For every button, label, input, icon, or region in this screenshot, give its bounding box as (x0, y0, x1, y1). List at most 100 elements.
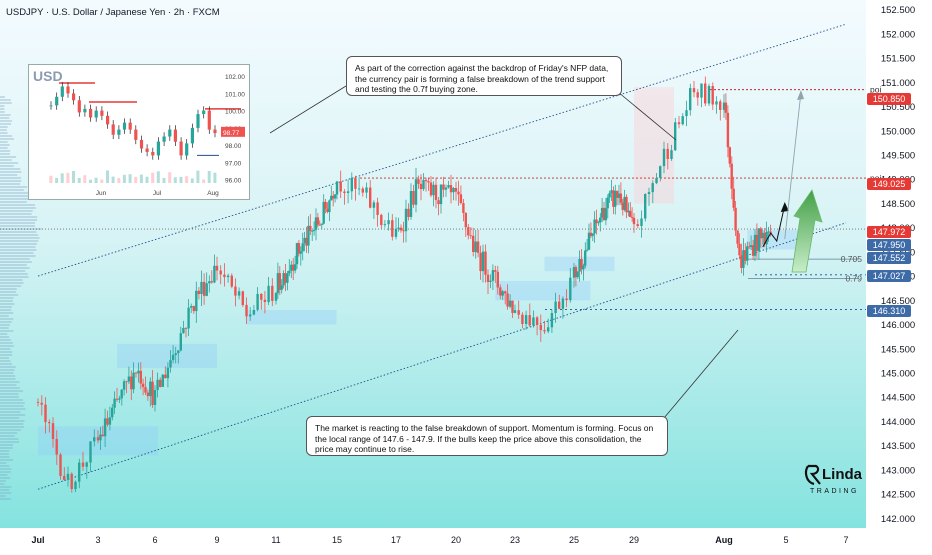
candle-body (234, 286, 237, 296)
candle-body (318, 224, 321, 226)
candle-body (293, 264, 297, 271)
candle-body (539, 324, 542, 331)
candle-body (156, 379, 159, 390)
candle-body (584, 250, 587, 266)
volume-profile-bar (0, 324, 10, 326)
candle-body (608, 193, 611, 198)
candle-body (151, 381, 154, 405)
time-axis-tick: 29 (629, 535, 639, 545)
volume-profile-bar (0, 426, 24, 428)
time-axis-tick: Jul (31, 535, 44, 545)
candle-body (587, 232, 591, 250)
volume-profile-bar (0, 414, 26, 416)
inset-candle-body (213, 129, 217, 133)
inset-volume-bar (173, 177, 177, 183)
inset-time-tick: Jul (153, 190, 162, 197)
symbol-title[interactable]: USDJPY · U.S. Dollar / Japanese Yen · 2h… (6, 7, 220, 18)
inset-candle-body (55, 96, 59, 106)
candle-body (299, 251, 302, 254)
inset-candle-body (60, 86, 64, 97)
price-axis-tick: 148.500 (881, 199, 915, 210)
candle-body (604, 208, 608, 221)
logo-text: Linda (822, 466, 863, 483)
candle-body (464, 213, 467, 228)
volume-profile-bar (0, 234, 39, 236)
inset-volume-bar (139, 174, 143, 183)
volume-profile-bar (0, 312, 14, 314)
candle-body (108, 417, 112, 425)
candle-body (597, 222, 600, 224)
inset-candle-body (49, 105, 53, 107)
candle-body (320, 223, 323, 225)
candle-body (692, 88, 696, 93)
price-tag-label: 147.552 (873, 253, 906, 263)
volume-profile-bar (0, 279, 23, 281)
volume-profile-bar (0, 300, 13, 302)
volume-profile-bar (0, 330, 14, 332)
callout-bottom-pointer (663, 329, 739, 419)
inset-price-tick: 97.00 (225, 160, 242, 167)
candle-body (141, 383, 145, 388)
callout-top-text: As part of the correction against the ba… (355, 63, 609, 94)
fib-label: 0.79 (845, 274, 862, 284)
candle-body (629, 210, 632, 217)
inset-volume-bar (185, 176, 189, 183)
logo-subtext: TRADING (810, 488, 859, 495)
volume-profile-bar (0, 447, 13, 449)
volume-profile-bar (0, 159, 12, 161)
candle-body (305, 237, 308, 246)
inset-candle-body (100, 110, 104, 116)
candle-body (101, 434, 104, 437)
candle-body (484, 251, 487, 275)
trend-channel (37, 23, 847, 490)
candle-body (391, 220, 394, 237)
volume-profile-bar (0, 186, 28, 188)
volume-profile-bar (0, 378, 16, 380)
volume-profile-bar (0, 336, 10, 338)
inset-volume-bar (122, 174, 126, 183)
candle-body (454, 188, 458, 192)
candle-body (696, 92, 699, 98)
volume-profile-bar (0, 228, 42, 230)
volume-profile-bar (0, 111, 5, 113)
projection-long-line (784, 91, 802, 240)
volume-profile-bar (0, 309, 12, 311)
volume-profile-bar (0, 192, 31, 194)
candle-body (312, 229, 316, 231)
candle-body (332, 195, 335, 199)
volume-profile-bar (0, 162, 19, 164)
candle-body (513, 310, 517, 313)
candle-body (89, 441, 92, 463)
candle-body (335, 181, 339, 195)
projection-arrowhead (780, 202, 789, 213)
volume-profile-bar (0, 333, 8, 335)
time-axis[interactable]: Jul 3 6 9 11 15 17 20 23 25 29 Aug 5 7 (31, 535, 848, 545)
candle-body (223, 274, 226, 278)
candle-body (263, 299, 267, 302)
inset-volume-bar (213, 172, 217, 183)
candle-body (457, 191, 460, 195)
candle-body (651, 183, 654, 193)
candle-body (350, 177, 353, 192)
price-axis-tick: 144.500 (881, 393, 915, 404)
candle-body (383, 224, 387, 226)
inset-background (29, 65, 249, 199)
time-axis-tick: 5 (783, 535, 788, 545)
candle-body (474, 241, 477, 253)
candle-body (595, 219, 598, 224)
inset-time-tick: Aug (207, 190, 219, 197)
candle-body (449, 185, 453, 193)
inset-candle-body (207, 110, 211, 130)
volume-profile-bar (0, 438, 19, 440)
candle-body (106, 418, 109, 425)
inset-volume-bar (196, 170, 200, 183)
volume-profile-bar (0, 396, 19, 398)
candle-body (501, 291, 504, 296)
callout-top-pointer-left (269, 85, 347, 134)
volume-profile-bar (0, 207, 36, 209)
volume-profile-bar (0, 435, 15, 437)
volume-profile-bar (0, 144, 10, 146)
candle-body (205, 283, 208, 296)
inset-candle-body (190, 127, 194, 144)
